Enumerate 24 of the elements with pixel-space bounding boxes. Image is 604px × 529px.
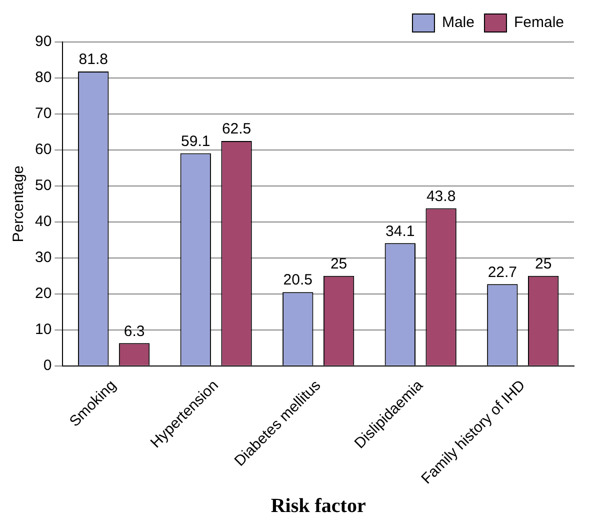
data-label: 81.8: [78, 51, 108, 68]
y-tick-label: 50: [34, 177, 52, 194]
y-tick-label: 0: [43, 356, 52, 374]
y-tick-label: 90: [34, 33, 52, 50]
data-label: 43.8: [426, 188, 456, 205]
data-label: 25: [534, 256, 552, 273]
legend-label: Male: [442, 14, 474, 32]
data-label: 20.5: [283, 272, 312, 289]
data-label: 59.1: [181, 132, 210, 150]
y-tick-label: 80: [34, 69, 52, 86]
legend-label: Female: [514, 14, 564, 32]
data-label: 22.7: [488, 264, 518, 281]
y-tick-label: 40: [34, 213, 52, 230]
x-axis-title: Risk factor: [270, 495, 366, 518]
y-tick-label: 30: [34, 249, 52, 266]
data-label: 34.1: [386, 222, 415, 240]
y-tick-label: 20: [34, 285, 52, 302]
y-tick-label: 60: [34, 141, 52, 158]
data-label: 6.3: [124, 322, 145, 340]
data-label: 62.5: [222, 120, 252, 138]
y-tick-label: 10: [34, 321, 52, 338]
data-label: 25: [330, 256, 348, 273]
y-axis-title: Percentage: [10, 166, 28, 242]
y-tick-label: 70: [34, 105, 52, 122]
